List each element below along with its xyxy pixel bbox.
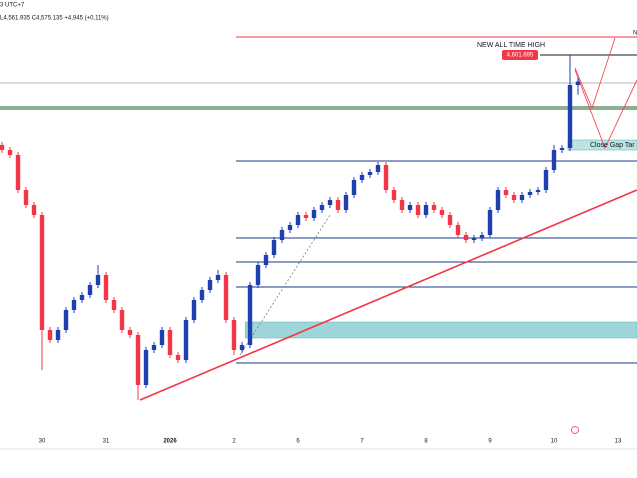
candle-body [103, 275, 109, 300]
candle-body [0, 145, 5, 150]
candle-body [327, 200, 333, 205]
candle-body [319, 205, 325, 210]
candle-body [287, 225, 293, 230]
candle-body [447, 215, 453, 225]
projection [574, 37, 616, 110]
candle-body [343, 195, 349, 210]
candle-body [519, 195, 525, 200]
candle-body [55, 330, 61, 340]
candle-body [335, 200, 341, 210]
candle-body [167, 330, 173, 355]
plot-background [0, 0, 637, 450]
projection [574, 69, 637, 150]
ath-annotation: NEW ALL TIME HIGH [477, 42, 545, 49]
x-tick-label: 2026 [163, 439, 177, 445]
corner-annotation: N [633, 31, 637, 37]
candle-body [279, 230, 285, 240]
candle-body [295, 215, 301, 225]
price-label: 4,601.695 [507, 53, 534, 59]
x-tick-label: 2 [232, 439, 236, 445]
candle-body [119, 310, 125, 330]
candle-body [143, 350, 149, 385]
x-tick-label: 8 [424, 439, 428, 445]
candle-body [471, 238, 477, 240]
candle-body [239, 345, 245, 350]
candle-body [303, 215, 309, 218]
chart-title: 3 UTC+7 [0, 3, 25, 9]
candle-body [503, 190, 509, 195]
candle-body [183, 320, 189, 360]
candle-body [127, 330, 133, 335]
x-tick-label: 13 [615, 439, 622, 445]
candle-body [351, 180, 357, 195]
candle-body [95, 275, 101, 285]
candle-body [87, 285, 93, 295]
candle-body [31, 205, 37, 215]
x-tick-label: 31 [103, 439, 110, 445]
candle-body [71, 300, 77, 310]
x-tick-label: 7 [360, 439, 364, 445]
candle-body [391, 190, 397, 200]
candle-body [111, 300, 117, 310]
candle-body [431, 205, 437, 210]
candle-body [199, 290, 205, 300]
candle-body [207, 280, 213, 290]
candle-body [311, 210, 317, 218]
candle-body [551, 150, 557, 170]
candle-body [479, 235, 485, 238]
candle-body [407, 205, 413, 210]
candle-body [487, 210, 493, 235]
candle-body [271, 240, 277, 255]
candle-body [527, 192, 533, 195]
candle-body [151, 345, 157, 350]
candle-body [535, 190, 541, 192]
candle-body [463, 235, 469, 240]
x-tick-label: 10 [551, 439, 558, 445]
candle-body [511, 195, 517, 200]
candle-body [439, 210, 445, 215]
x-tick-label: 6 [296, 439, 300, 445]
candle-body [399, 200, 405, 210]
ohlc-readout: L4,561.935 C4,575.135 +4,945 (+0,11%) [0, 16, 109, 22]
candle-body [215, 275, 221, 280]
candle-body [231, 320, 237, 350]
candle-body [567, 85, 573, 148]
candle-body [79, 295, 85, 300]
candle-body [455, 225, 461, 235]
candle-body [247, 285, 253, 345]
candle-body [223, 275, 229, 320]
x-tick-label: 9 [488, 439, 492, 445]
price-label-box [502, 50, 538, 61]
trendline [139, 189, 637, 401]
candle-body [383, 165, 389, 190]
candle-body [575, 81, 581, 85]
candle-body [495, 190, 501, 210]
candle-body [7, 150, 13, 155]
candle-body [175, 355, 181, 360]
candle-body [191, 300, 197, 320]
candle-body [47, 330, 53, 340]
candle-body [63, 310, 69, 330]
candle-body [255, 265, 261, 285]
candle-body [263, 255, 269, 265]
candle-body [415, 205, 421, 215]
candle-body [15, 155, 21, 190]
candle-body [367, 172, 373, 175]
candle-body [359, 175, 365, 180]
candle-body [39, 215, 45, 330]
candle-body [423, 205, 429, 215]
zone-label: Close Gap Tar [590, 142, 635, 149]
event-icon [571, 426, 579, 434]
candle-body [23, 190, 29, 205]
candle-body [159, 330, 165, 345]
candle-body [543, 170, 549, 190]
candle-body [135, 335, 141, 385]
x-tick-label: 30 [39, 439, 46, 445]
candle-body [375, 165, 381, 172]
candle-body [559, 148, 565, 150]
